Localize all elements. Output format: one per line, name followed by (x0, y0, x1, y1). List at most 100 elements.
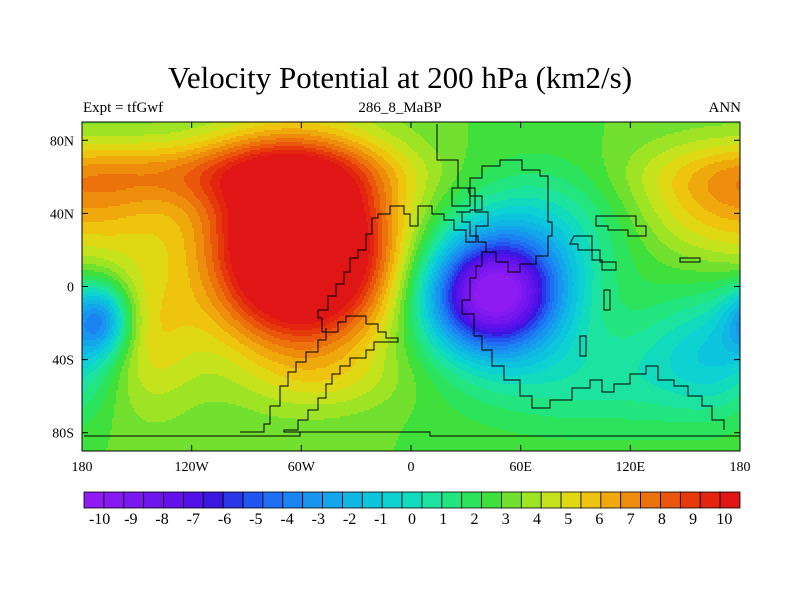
field-cell (310, 134, 337, 137)
field-cell (424, 190, 437, 193)
field-cell (710, 318, 721, 321)
field-cell (636, 266, 673, 269)
field-cell (530, 260, 537, 263)
field-cell (120, 266, 139, 269)
field-cell (452, 310, 457, 313)
field-cell (206, 294, 217, 297)
field-cell (344, 152, 355, 155)
field-cell (408, 264, 413, 267)
field-cell (386, 216, 393, 219)
field-cell (232, 284, 239, 287)
field-cell (450, 240, 457, 243)
field-cell (522, 294, 527, 297)
field-cell (384, 264, 389, 267)
field-cell (358, 314, 367, 317)
field-cell (574, 164, 605, 167)
field-cell (472, 324, 481, 327)
field-cell (462, 210, 475, 213)
field-cell (374, 196, 381, 199)
field-cell (452, 298, 457, 301)
field-cell (228, 248, 371, 251)
field-cell (134, 186, 159, 189)
field-cell (400, 286, 405, 289)
field-cell (192, 224, 203, 227)
field-cell (458, 306, 461, 309)
field-cell (642, 212, 657, 215)
field-cell (88, 304, 101, 307)
field-cell (658, 216, 675, 219)
field-cell (446, 284, 451, 287)
field-cell (164, 170, 191, 173)
field-cell (458, 274, 461, 277)
field-cell (400, 242, 407, 245)
field-cell (580, 322, 591, 325)
field-cell (448, 294, 453, 297)
field-cell (200, 218, 209, 221)
field-cell (224, 196, 363, 199)
field-cell (384, 182, 391, 185)
field-cell (84, 322, 103, 325)
field-cell (86, 150, 187, 153)
field-cell (378, 252, 383, 255)
field-cell (474, 292, 519, 295)
field-cell (368, 278, 373, 281)
field-cell (546, 258, 553, 261)
field-cell (462, 262, 467, 265)
field-cell (488, 184, 573, 187)
field-cell (110, 316, 113, 319)
field-cell (368, 132, 391, 135)
field-cell (674, 176, 693, 179)
field-cell (204, 244, 213, 247)
field-cell (478, 226, 495, 229)
field-cell (204, 206, 213, 209)
field-cell (396, 236, 403, 239)
field-cell (192, 204, 203, 207)
field-cell (522, 254, 531, 257)
field-cell (166, 284, 191, 287)
field-cell (414, 322, 419, 325)
field-cell (228, 234, 369, 237)
field-cell (414, 246, 419, 249)
field-cell (620, 224, 635, 227)
field-cell (458, 192, 475, 195)
field-cell (148, 322, 163, 325)
field-cell (384, 310, 391, 313)
field-cell (220, 208, 229, 211)
field-cell (528, 258, 535, 261)
field-cell (146, 290, 165, 293)
field-cell (544, 328, 551, 331)
field-cell (486, 266, 511, 269)
field-cell (126, 300, 131, 303)
field-cell (372, 290, 379, 293)
field-cell (432, 270, 437, 273)
field-cell (428, 254, 433, 257)
field-cell (376, 306, 381, 309)
field-cell (508, 206, 533, 209)
field-cell (532, 324, 539, 327)
field-cell (90, 332, 97, 335)
field-cell (392, 220, 399, 223)
field-cell (470, 212, 487, 215)
field-cell (446, 298, 449, 301)
field-cell (620, 226, 635, 229)
field-cell (588, 334, 613, 337)
field-cell (458, 308, 463, 311)
field-cell (532, 268, 539, 271)
field-cell (414, 224, 421, 227)
field-cell (548, 228, 561, 231)
field-cell (108, 206, 179, 209)
field-cell (430, 144, 469, 147)
field-cell (720, 216, 740, 219)
field-cell (406, 178, 417, 181)
field-cell (382, 228, 389, 231)
field-cell (472, 286, 477, 289)
field-cell (590, 322, 605, 325)
field-cell (250, 154, 269, 157)
field-cell (606, 328, 647, 331)
field-cell (424, 286, 429, 289)
field-cell (222, 192, 361, 195)
field-cell (222, 230, 229, 233)
field-cell (472, 272, 477, 275)
field-cell (574, 316, 581, 319)
field-cell (110, 314, 113, 317)
